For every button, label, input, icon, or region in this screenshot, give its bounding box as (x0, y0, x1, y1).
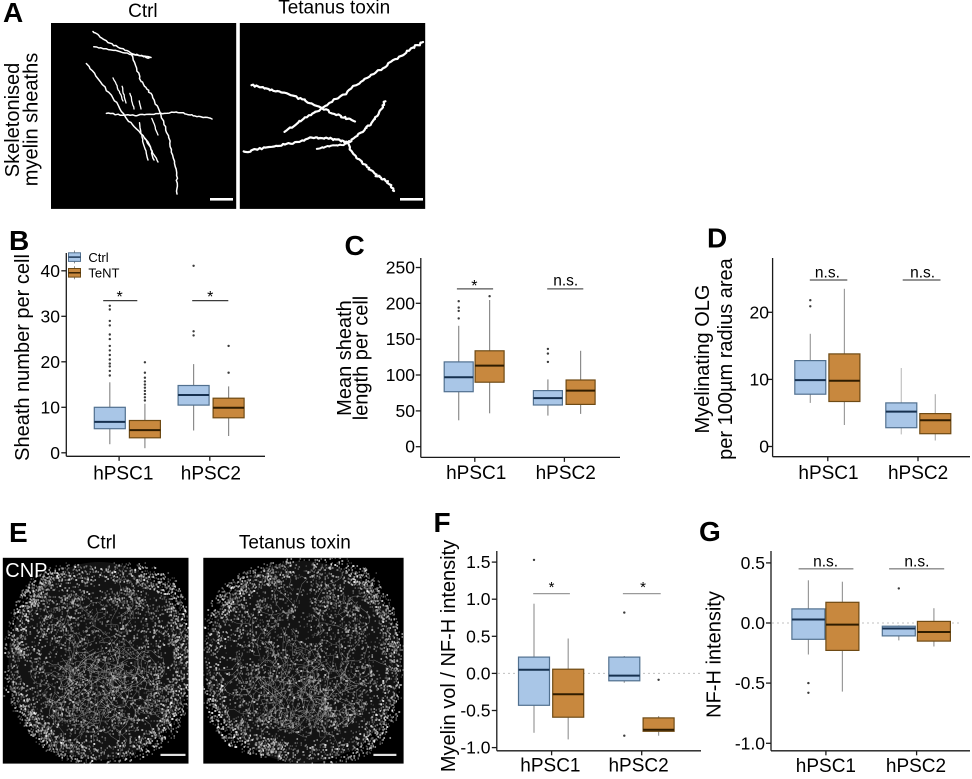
svg-text:*: * (207, 289, 213, 306)
svg-text:10: 10 (41, 397, 61, 417)
svg-text:0.5: 0.5 (466, 626, 490, 646)
svg-text:A: A (3, 0, 23, 28)
svg-text:TeNT: TeNT (88, 266, 119, 281)
svg-text:Sheath number per cell: Sheath number per cell (12, 254, 34, 461)
svg-text:hPSC2: hPSC2 (888, 463, 948, 484)
svg-text:hPSC1: hPSC1 (520, 756, 580, 774)
svg-text:200: 200 (386, 293, 415, 313)
svg-text:hPSC2: hPSC2 (181, 464, 241, 485)
svg-text:B: B (9, 225, 29, 256)
svg-text:hPSC2: hPSC2 (886, 756, 946, 774)
svg-text:*: * (640, 579, 646, 596)
svg-text:hPSC1: hPSC1 (796, 756, 856, 774)
svg-text:250: 250 (386, 258, 415, 278)
svg-text:hPSC1: hPSC1 (93, 464, 153, 485)
svg-text:0: 0 (405, 437, 415, 457)
svg-text:-1.0: -1.0 (460, 738, 490, 758)
svg-text:150: 150 (386, 329, 415, 349)
svg-text:-0.5: -0.5 (460, 701, 490, 721)
svg-text:-0.5: -0.5 (735, 673, 765, 693)
svg-text:20: 20 (41, 352, 61, 372)
svg-text:*: * (549, 579, 555, 596)
svg-text:myelin sheaths: myelin sheaths (21, 53, 43, 186)
svg-text:Mean sheath: Mean sheath (334, 300, 356, 416)
svg-text:length per cell: length per cell (351, 296, 373, 421)
svg-text:Ctrl: Ctrl (88, 250, 108, 265)
svg-text:40: 40 (41, 261, 61, 281)
svg-text:n.s.: n.s. (910, 265, 935, 282)
svg-text:0.0: 0.0 (466, 663, 491, 683)
svg-text:0.0: 0.0 (741, 613, 766, 633)
svg-text:0: 0 (759, 437, 769, 457)
svg-text:D: D (707, 223, 727, 254)
svg-text:F: F (434, 507, 451, 538)
svg-text:Myelinating OLG: Myelinating OLG (692, 285, 714, 434)
svg-text:1.5: 1.5 (466, 552, 490, 572)
svg-text:Myelin vol / NF-H intensity: Myelin vol / NF-H intensity (438, 540, 460, 772)
svg-text:30: 30 (41, 306, 61, 326)
svg-text:CNP: CNP (5, 560, 47, 582)
svg-text:50: 50 (396, 401, 416, 421)
svg-text:0.5: 0.5 (741, 553, 765, 573)
svg-text:Ctrl: Ctrl (87, 533, 117, 554)
svg-text:Ctrl: Ctrl (128, 1, 158, 22)
svg-text:C: C (345, 230, 365, 261)
svg-text:per 100µm radius area: per 100µm radius area (715, 257, 737, 460)
svg-text:*: * (116, 289, 122, 306)
svg-text:0: 0 (50, 443, 60, 463)
svg-text:n.s.: n.s. (904, 553, 929, 570)
svg-text:20: 20 (750, 302, 770, 322)
svg-text:1.0: 1.0 (466, 589, 491, 609)
svg-text:10: 10 (750, 369, 770, 389)
svg-text:hPSC2: hPSC2 (608, 756, 668, 774)
svg-text:*: * (471, 278, 477, 295)
svg-text:100: 100 (386, 365, 415, 385)
svg-text:-1.0: -1.0 (735, 733, 765, 753)
svg-text:Skeletonised: Skeletonised (2, 63, 24, 178)
svg-text:E: E (9, 517, 28, 548)
svg-text:NF-H intensity: NF-H intensity (704, 591, 726, 718)
svg-text:Tetanus toxin: Tetanus toxin (239, 533, 351, 554)
svg-text:n.s.: n.s. (815, 265, 840, 282)
svg-text:Tetanus toxin: Tetanus toxin (278, 0, 390, 18)
svg-text:hPSC2: hPSC2 (536, 463, 596, 484)
svg-text:hPSC1: hPSC1 (798, 463, 858, 484)
svg-text:hPSC1: hPSC1 (446, 463, 506, 484)
svg-text:n.s.: n.s. (553, 273, 578, 290)
svg-text:n.s.: n.s. (813, 553, 838, 570)
svg-text:G: G (699, 516, 721, 547)
